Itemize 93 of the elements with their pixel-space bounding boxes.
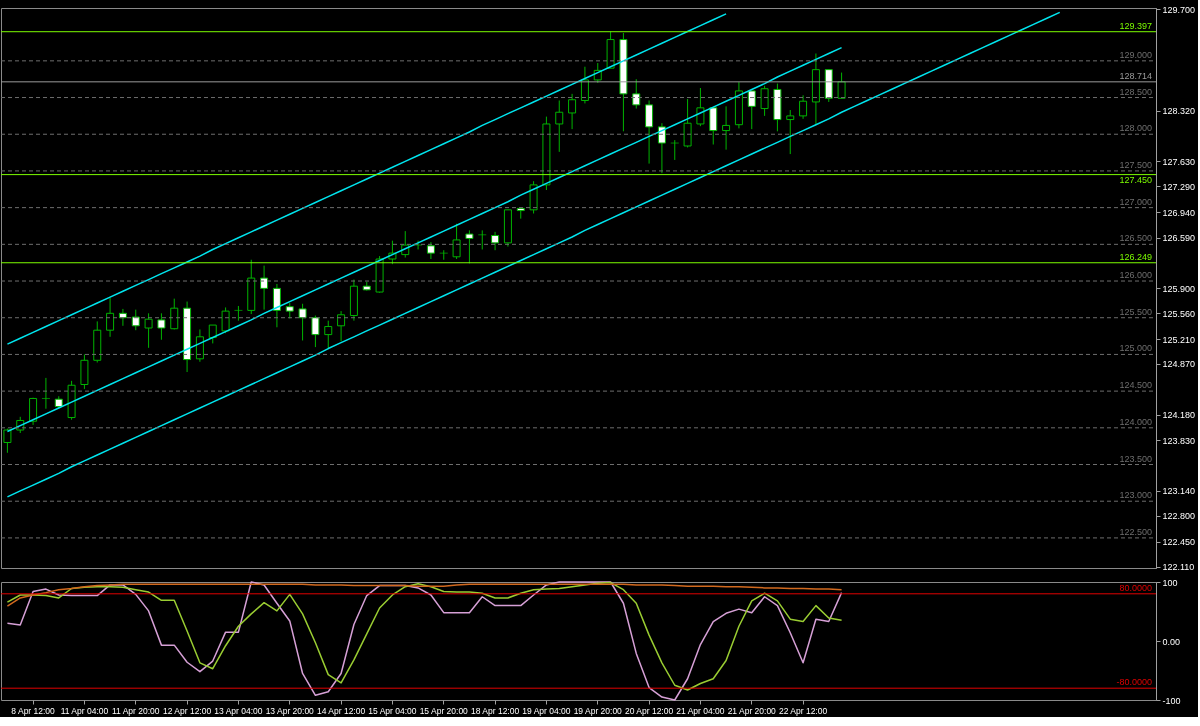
y-tick-label: 129.700: [1162, 4, 1196, 15]
x-tick-label: 21 Apr 20:00: [727, 705, 777, 716]
y-tick-label: 127.290: [1162, 181, 1196, 192]
y-tick-label: 0.00: [1162, 636, 1181, 647]
candlestick: [208, 324, 217, 344]
y-tick-label: 126.940: [1162, 207, 1196, 218]
candlestick: [465, 229, 474, 264]
ref-line-label: 124.500: [1119, 380, 1152, 391]
x-tick-label: 19 Apr 04:00: [522, 705, 571, 716]
y-tick-label: 125.210: [1162, 334, 1196, 345]
x-tick-label: 18 Apr 12:00: [470, 705, 520, 716]
candlestick: [106, 297, 115, 338]
x-tick-label: 11 Apr 20:00: [111, 705, 160, 716]
x-tick-label: 13 Apr 04:00: [214, 705, 263, 716]
ref-line-label: 127.000: [1119, 196, 1152, 207]
y-tick-label: 124.180: [1162, 410, 1196, 421]
ref-line-label: -80.0000: [1116, 677, 1152, 688]
candlestick: [683, 98, 692, 148]
candlestick: [632, 78, 641, 110]
candlestick: [568, 93, 577, 130]
candlestick: [337, 310, 346, 342]
y-tick-label: 126.590: [1162, 233, 1196, 244]
candlestick: [580, 66, 589, 104]
candlestick: [491, 231, 500, 251]
x-tick-label: 15 Apr 04:00: [368, 705, 417, 716]
y-tick-label: 124.870: [1162, 359, 1196, 370]
y-tick-label: 122.110: [1162, 562, 1195, 573]
y-tick-label: 100: [1162, 577, 1178, 588]
y-tick-label: 123.830: [1162, 435, 1196, 446]
candlestick: [722, 105, 731, 151]
ref-line-label: 125.000: [1119, 343, 1152, 354]
candlestick: [260, 265, 269, 311]
line-series: [6, 583, 843, 607]
candlestick: [414, 240, 423, 250]
candlestick: [709, 107, 718, 146]
y-tick-label: 122.800: [1162, 511, 1196, 522]
x-tick-label: 22 Apr 12:00: [778, 705, 828, 716]
candlestick: [221, 306, 230, 334]
candlestick: [131, 309, 140, 331]
candlestick: [799, 94, 808, 120]
candlestick: [837, 72, 846, 99]
candlestick: [170, 298, 179, 330]
x-tick-label: 20 Apr 12:00: [624, 705, 674, 716]
y-tick-label: 125.900: [1162, 283, 1196, 294]
candlestick: [786, 109, 795, 155]
candlestick: [555, 99, 564, 153]
y-tick-label: 127.630: [1162, 156, 1196, 167]
ref-line-label: 122.500: [1119, 526, 1152, 537]
candlestick: [144, 312, 153, 349]
x-tick-label: 8 Apr 12:00: [11, 705, 56, 716]
x-tick-label: 12 Apr 12:00: [162, 705, 212, 716]
y-tick-label: 128.320: [1162, 106, 1196, 117]
y-tick-label: -100: [1162, 695, 1181, 706]
ref-line-label: 129.000: [1119, 49, 1152, 60]
candlestick: [760, 85, 769, 117]
ref-line-label: 129.397: [1119, 20, 1152, 31]
y-tick-label: 122.450: [1162, 537, 1196, 548]
candlestick: [298, 303, 307, 341]
ref-line-label: 124.000: [1119, 416, 1152, 427]
ref-line-label: 127.500: [1119, 159, 1152, 170]
candlestick: [696, 87, 705, 127]
line-series: [6, 13, 727, 345]
ref-line-label: 126.500: [1119, 233, 1152, 244]
ref-line-label: 128.000: [1119, 123, 1152, 134]
candlestick: [311, 315, 320, 348]
candlestick: [747, 90, 756, 130]
x-tick-label: 19 Apr 20:00: [573, 705, 623, 716]
ref-line-label: 125.500: [1119, 306, 1152, 317]
ref-line-label: 127.450: [1119, 174, 1152, 185]
candlestick: [272, 283, 281, 328]
candlestick: [645, 99, 654, 165]
ref-line-label: 80.0000: [1119, 582, 1152, 593]
ref-line-label: 126.000: [1119, 270, 1152, 281]
ref-line-label: 128.500: [1119, 86, 1152, 97]
candlestick: [670, 139, 679, 161]
ref-line-label: 123.000: [1119, 490, 1152, 501]
candlestick: [478, 229, 487, 250]
x-tick-label: 15 Apr 20:00: [419, 705, 469, 716]
x-tick-label: 13 Apr 20:00: [265, 705, 315, 716]
y-tick-label: 123.140: [1162, 486, 1196, 497]
candlestick: [41, 377, 50, 410]
ref-line-label: 123.500: [1119, 453, 1152, 464]
x-tick-label: 11 Apr 04:00: [60, 705, 109, 716]
candlestick: [234, 305, 243, 322]
x-tick-label: 21 Apr 04:00: [676, 705, 725, 716]
line-series: [6, 11, 1061, 498]
candlestick: [324, 320, 333, 350]
candlestick: [439, 249, 448, 261]
x-tick-label: 14 Apr 12:00: [316, 705, 366, 716]
y-tick-label: 125.560: [1162, 308, 1196, 319]
candlestick: [157, 312, 166, 341]
ref-line-label: 126.249: [1119, 251, 1152, 262]
ref-line-label: 128.714: [1119, 70, 1152, 81]
